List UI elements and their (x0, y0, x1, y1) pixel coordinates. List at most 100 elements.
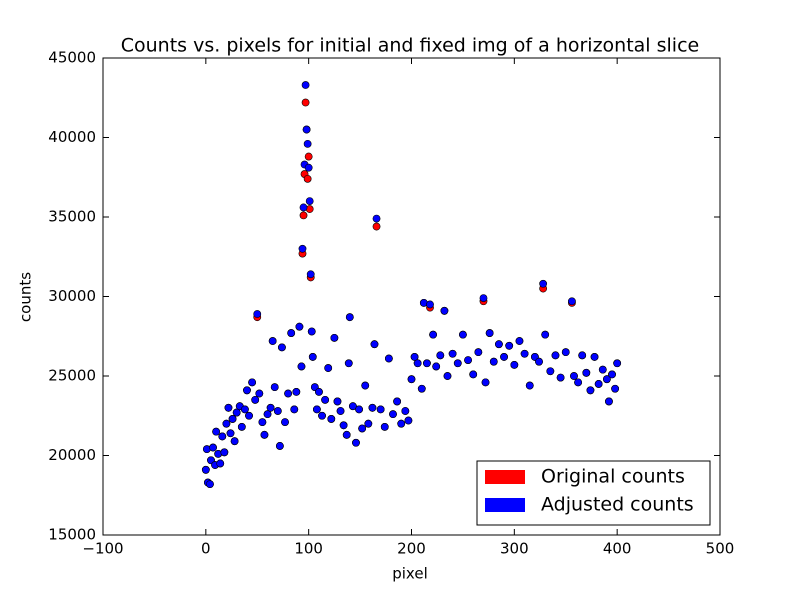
scatter-point (561, 348, 570, 357)
scatter-point (241, 405, 249, 414)
scatter-point (489, 357, 498, 366)
scatter-point (474, 348, 483, 357)
scatter-point (318, 411, 326, 420)
scatter-point (268, 337, 277, 345)
scatter-point (226, 429, 235, 438)
scatter-point (358, 424, 367, 433)
scatter-point (278, 343, 286, 352)
scatter-point (290, 405, 299, 414)
scatter-point (263, 410, 272, 419)
scatter-point (602, 375, 611, 384)
y-tick-label: 25000 (48, 367, 96, 385)
y-axis-label: counts (17, 272, 35, 322)
scatter-point (376, 405, 385, 414)
scatter-point (590, 353, 599, 361)
y-tick-label: 35000 (48, 208, 96, 226)
scatter-point (298, 244, 307, 253)
scatter-point (389, 410, 397, 419)
scatter-point (270, 383, 279, 392)
y-tick-label: 15000 (48, 526, 96, 544)
scatter-point (598, 365, 607, 374)
scatter-point (361, 381, 370, 390)
scatter-point (287, 329, 296, 337)
scatter-point (339, 421, 348, 430)
scatter-point (613, 359, 622, 368)
x-tick-label: 0 (201, 540, 211, 558)
x-tick-label: 300 (500, 540, 529, 558)
scatter-point (464, 356, 472, 364)
scatter-point (243, 386, 251, 395)
scatter-point (407, 375, 416, 384)
scatter-point (404, 416, 413, 425)
legend: Original counts Adjusted counts (476, 460, 711, 526)
scatter-point (436, 351, 445, 360)
scatter-point (556, 373, 565, 382)
scatter-point (299, 203, 308, 212)
scatter-point (605, 397, 613, 406)
scatter-point (307, 327, 316, 336)
scatter-point (495, 340, 503, 349)
scatter-point (469, 370, 478, 379)
scatter-point (410, 353, 419, 361)
scatter-point (201, 465, 210, 474)
scatter-point (611, 384, 620, 393)
scatter-point (336, 407, 345, 415)
scatter-point (344, 359, 353, 368)
scatter-point (515, 337, 524, 345)
scatter-point (327, 415, 336, 423)
scatter-point (417, 384, 426, 393)
scatter-point (295, 322, 304, 331)
scatter-point (273, 407, 282, 415)
scatter-point (352, 438, 360, 447)
scatter-point (284, 389, 292, 398)
y-tick-label: 40000 (48, 128, 96, 146)
scatter-point (342, 430, 351, 439)
scatter-point (570, 372, 578, 380)
scatter-point (448, 349, 457, 358)
scatter-point (355, 405, 363, 414)
scatter-point (297, 362, 306, 371)
y-tick-label: 45000 (48, 49, 96, 67)
legend-label: Original counts (541, 466, 685, 488)
scatter-point (275, 442, 284, 450)
scatter-point (308, 353, 317, 361)
scatter-point (216, 459, 225, 468)
scatter-point (401, 407, 410, 415)
scatter-point (582, 368, 591, 377)
scatter-point (212, 427, 221, 436)
scatter-point (248, 378, 257, 387)
scatter-point (453, 359, 462, 368)
scatter-point (443, 372, 452, 380)
scatter-point (255, 389, 264, 398)
scatter-point (380, 422, 389, 431)
scatter-point (510, 360, 519, 369)
scatter-point (304, 163, 313, 172)
scatter-point (372, 214, 381, 223)
scatter-point (393, 397, 402, 406)
scatter-point (500, 353, 508, 361)
y-tick-label: 30000 (48, 287, 96, 305)
scatter-point (245, 411, 253, 420)
scatter-point (301, 98, 310, 107)
scatter-point (220, 448, 229, 457)
scatter-point (372, 222, 381, 231)
scatter-point (301, 81, 310, 89)
x-tick-label: 100 (294, 540, 323, 558)
scatter-point (222, 419, 231, 428)
scatter-point (459, 330, 467, 339)
scatter-point (237, 422, 246, 431)
x-tick-label: 500 (706, 540, 735, 558)
legend-label: Adjusted counts (541, 494, 694, 516)
scatter-point (426, 300, 434, 309)
x-tick-label: 200 (397, 540, 426, 558)
scatter-point (303, 139, 312, 148)
scatter-point (330, 333, 339, 342)
scatter-point (228, 415, 237, 423)
scatter-point (440, 306, 449, 315)
x-tick-label: 400 (603, 540, 632, 558)
scatter-point (321, 395, 330, 404)
chart-title: Counts vs. pixels for initial and fixed … (121, 35, 699, 57)
scatter-point (206, 480, 214, 489)
scatter-point (345, 313, 354, 322)
